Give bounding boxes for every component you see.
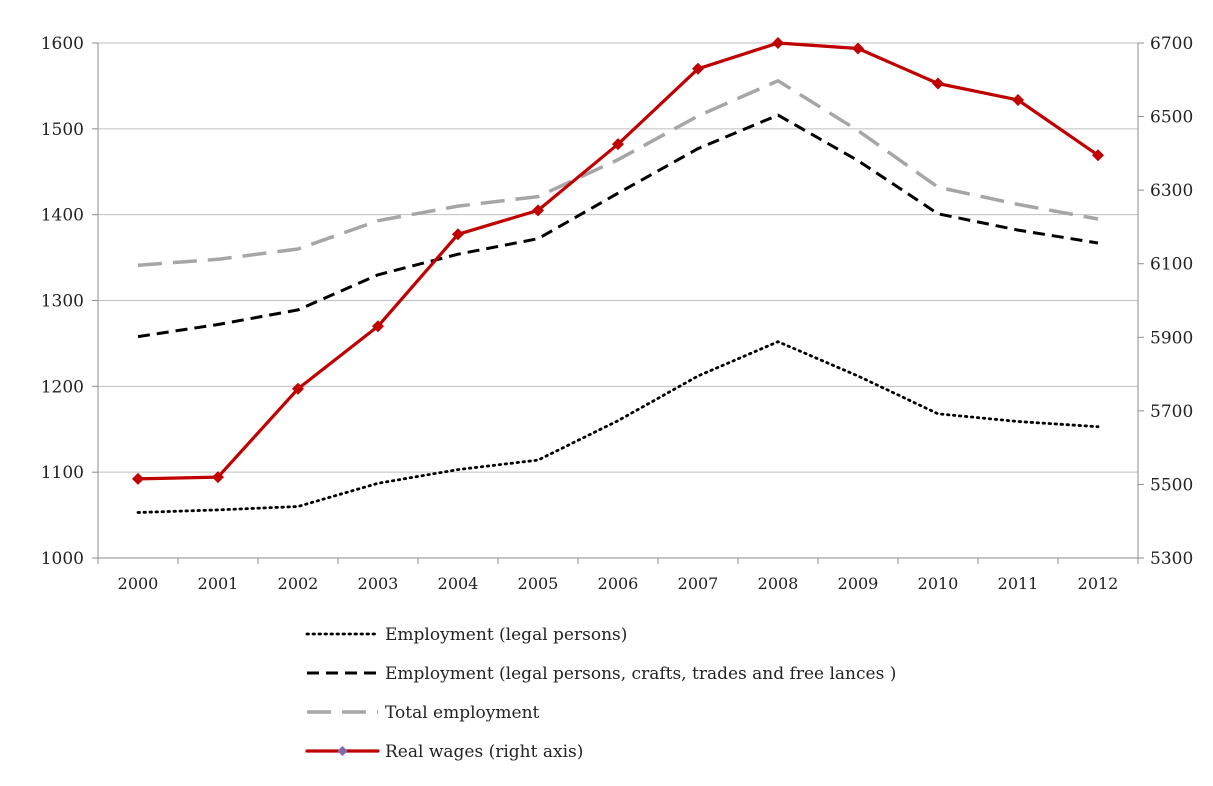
data-point-marker bbox=[1012, 94, 1024, 107]
x-tick-label: 2005 bbox=[518, 574, 559, 593]
x-tick-label: 2002 bbox=[278, 574, 319, 593]
legend-label-3: Total employment bbox=[385, 703, 540, 723]
x-tick-label: 2011 bbox=[998, 574, 1039, 593]
data-point-marker bbox=[692, 62, 704, 75]
right-tick-label: 5900 bbox=[1150, 328, 1193, 348]
data-point-marker bbox=[932, 77, 944, 90]
right-tick-label: 5700 bbox=[1150, 402, 1193, 422]
x-tick-label: 2004 bbox=[438, 574, 479, 593]
left-tick-label: 1300 bbox=[41, 292, 84, 312]
right-tick-label: 6300 bbox=[1150, 181, 1193, 201]
legend-label-2: Employment (legal persons, crafts, trade… bbox=[385, 664, 896, 684]
left-tick-label: 1000 bbox=[41, 549, 84, 569]
legend-label-1: Employment (legal persons) bbox=[385, 625, 627, 645]
x-tick-label: 2012 bbox=[1078, 574, 1119, 593]
right-tick-label: 5300 bbox=[1150, 549, 1193, 569]
series-line-2 bbox=[137, 113, 1099, 339]
x-tick-label: 2008 bbox=[758, 574, 799, 593]
series-line-1 bbox=[136, 340, 1100, 514]
legend: Employment (legal persons) Employment (le… bbox=[305, 625, 896, 762]
data-point-marker bbox=[132, 472, 144, 485]
left-tick-label: 1400 bbox=[41, 206, 84, 226]
data-point-marker bbox=[292, 382, 304, 395]
data-point-marker bbox=[1092, 149, 1104, 162]
left-tick-label: 1200 bbox=[41, 377, 84, 397]
legend-marker bbox=[337, 746, 348, 756]
data-point-marker bbox=[612, 138, 624, 151]
axes: 1000 1100 1200 1300 1400 1500 1600 5300 5500 5700… bbox=[41, 34, 1194, 593]
right-tick-label: 6500 bbox=[1150, 108, 1193, 128]
x-tick-label: 2010 bbox=[918, 574, 959, 593]
x-tick-label: 2006 bbox=[598, 574, 639, 593]
right-tick-label: 6700 bbox=[1150, 34, 1193, 54]
x-tick-label: 2007 bbox=[678, 574, 719, 593]
legend-label-4: Real wages (right axis) bbox=[385, 742, 583, 762]
right-tick-label: 6100 bbox=[1150, 255, 1193, 275]
left-tick-label: 1500 bbox=[41, 120, 84, 140]
left-tick-label: 1600 bbox=[41, 34, 84, 54]
x-tick-label: 2001 bbox=[198, 574, 239, 593]
data-point-marker bbox=[852, 42, 864, 55]
gridlines bbox=[98, 42, 1138, 473]
data-point-marker bbox=[772, 37, 784, 49]
right-tick-label: 5500 bbox=[1150, 475, 1193, 495]
x-tick-label: 2003 bbox=[358, 574, 399, 593]
series-line-3 bbox=[137, 79, 1099, 268]
x-tick-label: 2000 bbox=[118, 574, 159, 593]
left-tick-label: 1100 bbox=[41, 463, 84, 483]
x-tick-label: 2009 bbox=[838, 574, 879, 593]
series-lines bbox=[132, 37, 1104, 514]
data-point-marker bbox=[212, 471, 224, 484]
data-point-marker bbox=[452, 228, 464, 241]
data-point-marker bbox=[372, 320, 384, 333]
data-point-marker bbox=[532, 204, 544, 217]
